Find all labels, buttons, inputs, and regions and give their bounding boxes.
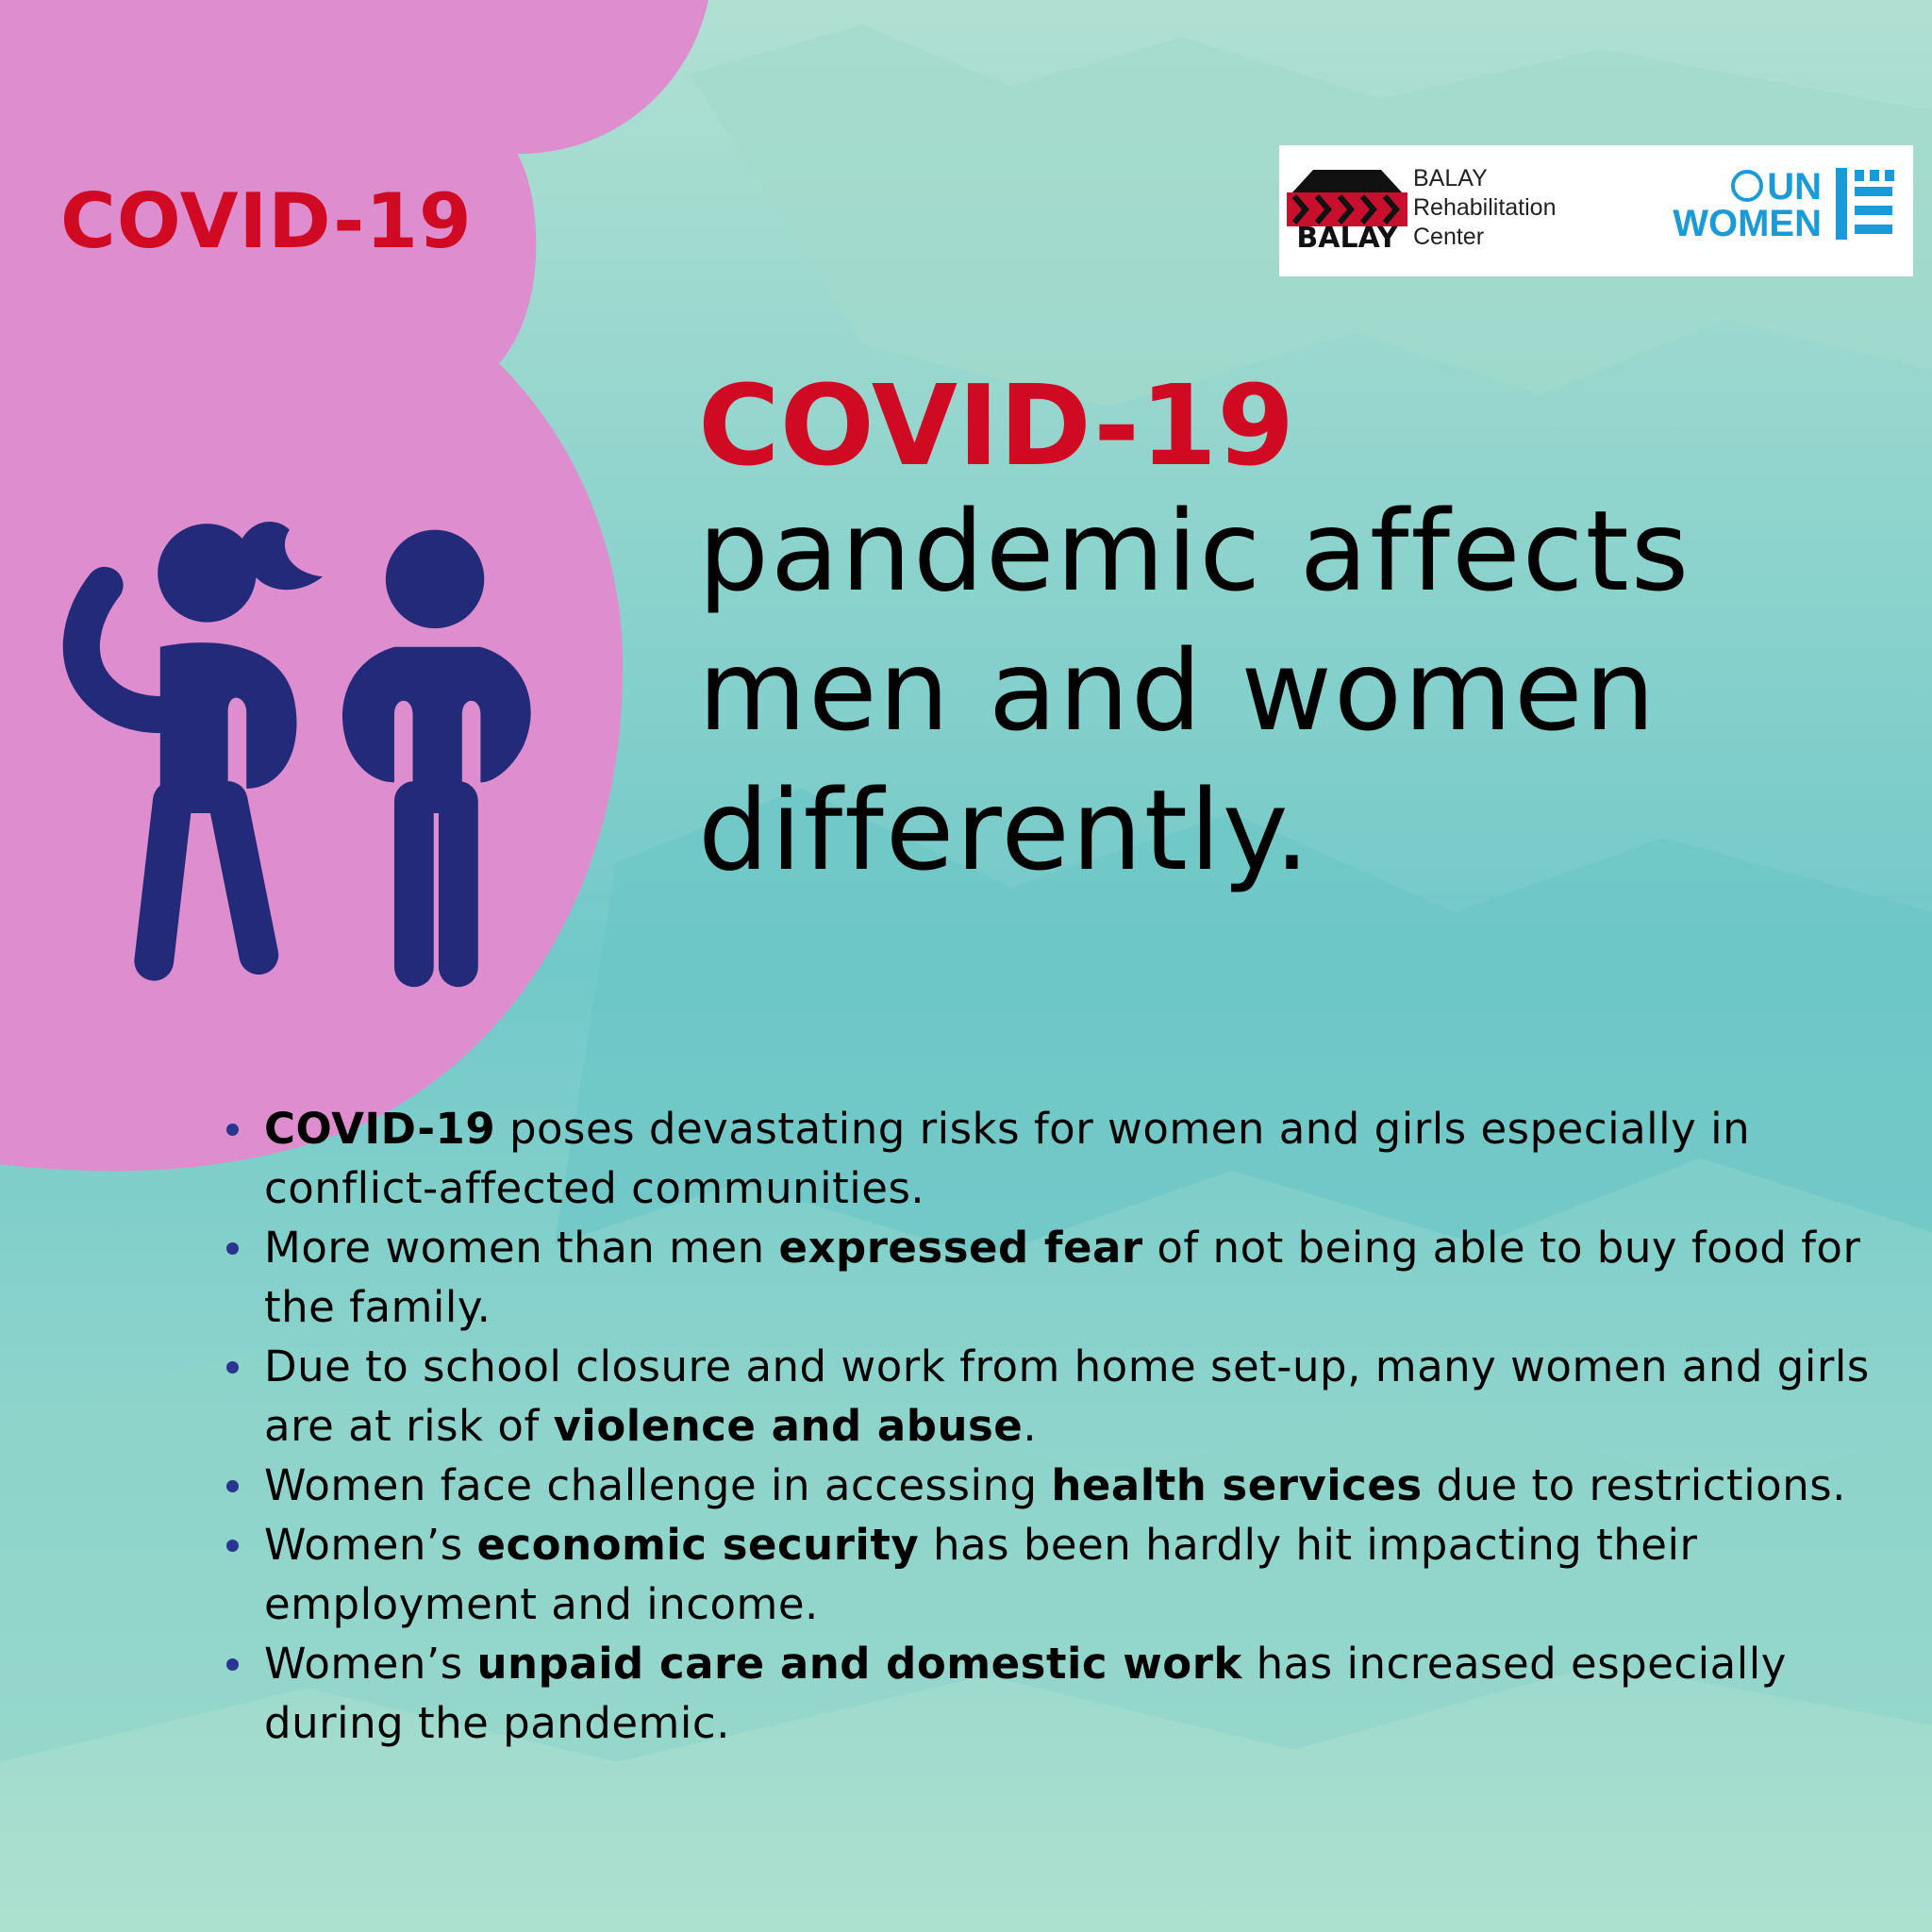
- bullet-text: Due to school closure and work from home…: [264, 1341, 1870, 1451]
- bullet-text: Women’s: [264, 1520, 477, 1570]
- bullet: COVID-19 poses devastating risks for wom…: [226, 1099, 1932, 1218]
- bullet-text: has increased especially during the pand…: [264, 1639, 1787, 1748]
- balay-mark-text: BALAY: [1296, 222, 1399, 255]
- bullet-text: of not being able to buy food for the fa…: [264, 1223, 1861, 1332]
- balay-line: Center: [1413, 224, 1485, 250]
- bullet: More women than men expressed fear of no…: [226, 1218, 1932, 1337]
- bullet-text: has been hardly hit impacting their empl…: [264, 1520, 1698, 1629]
- people-icon: [62, 522, 531, 988]
- bullet: Women’s economic security has been hardl…: [226, 1515, 1932, 1634]
- tag: COVID-19: [60, 177, 473, 265]
- headline-line: men and women: [698, 625, 1657, 756]
- bullet-emphasis: economic security: [476, 1520, 920, 1570]
- bullet-emphasis: COVID-19: [264, 1104, 496, 1154]
- bullet-emphasis: violence and abuse: [553, 1401, 1024, 1451]
- balay-logo-mark: BALAY: [1287, 170, 1407, 255]
- logos: BALAY BALAY Rehabilitation Center UN WOM…: [1279, 145, 1913, 276]
- bullet: Women face challenge in accessing health…: [226, 1456, 1932, 1515]
- headline-highlight: COVID-19: [698, 360, 1295, 491]
- bullet-text: Women’s: [264, 1639, 477, 1689]
- un-text: UN: [1633, 168, 1822, 206]
- balay-line: BALAY: [1413, 165, 1488, 192]
- bullet-emphasis: health services: [1051, 1460, 1423, 1510]
- bullet-text: poses devastating risks for women and gi…: [264, 1104, 1751, 1213]
- bullet-text: Women face challenge in accessing: [264, 1460, 1052, 1510]
- un-label: UN: [1767, 166, 1822, 208]
- balay-line: Rehabilitation: [1413, 194, 1557, 221]
- bullet: Women’s unpaid care and domestic work ha…: [226, 1634, 1932, 1753]
- women-text: WOMEN: [1673, 203, 1822, 244]
- bullet: Due to school closure and work from home…: [226, 1337, 1932, 1456]
- headline-line: differently.: [698, 765, 1312, 895]
- un-women-mark: [1836, 168, 1894, 240]
- bullet-text: due to restrictions.: [1422, 1460, 1846, 1510]
- headline: COVID-19 pandemic affects men and women …: [698, 370, 1690, 900]
- bullet-list: COVID-19 poses devastating risks for wom…: [219, 1099, 1932, 1753]
- bullet-text: More women than men: [264, 1223, 779, 1273]
- bullet-emphasis: expressed fear: [778, 1223, 1143, 1273]
- headline-line: pandemic affects: [698, 486, 1691, 616]
- bullet-emphasis: unpaid care and domestic work: [476, 1639, 1242, 1689]
- bullet-text: .: [1023, 1401, 1038, 1451]
